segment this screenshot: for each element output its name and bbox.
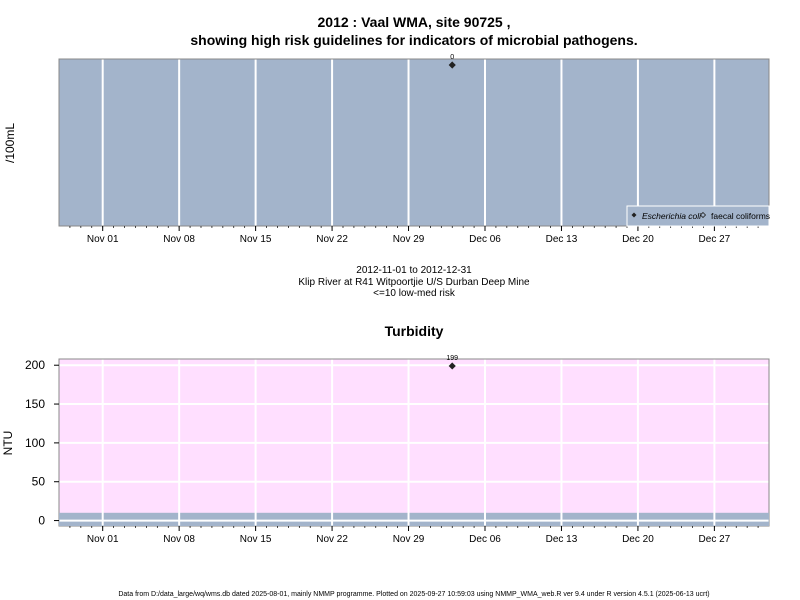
turbidity-x-ticks: Nov 01 Nov 08 Nov 15 Nov 22 Nov 29 Dec 06 Dec … — [87, 526, 731, 545]
footer-note: Data from D:/data_large/wq/wms.db dated … — [118, 591, 709, 598]
ecoli-point-label: 0 — [450, 54, 454, 61]
microbial-y-axis-label: /100mL — [3, 123, 17, 163]
y-tick-label: 50 — [32, 475, 46, 489]
x-tick-label: Nov 08 — [163, 234, 195, 245]
y-tick-label: 200 — [25, 358, 45, 372]
legend-box — [626, 205, 770, 227]
turbidity-panel: Turbidity Nov 01 Nov 08 Nov 15 Nov 22 Nov 29… — [1, 323, 770, 545]
microbial-panel: Nov 01 Nov 08 Nov 15 Nov 22 Nov 29 Dec 06 Dec … — [3, 54, 770, 245]
x-tick-label: Nov 08 — [163, 534, 195, 545]
chart-title-line2: showing high risk guidelines for indicat… — [190, 32, 637, 48]
y-tick-label: 0 — [38, 514, 45, 528]
x-tick-label: Nov 01 — [87, 234, 119, 245]
turbidity-y-axis-label: NTU — [1, 431, 15, 456]
x-tick-label: Nov 22 — [316, 234, 348, 245]
y-tick-label: 150 — [25, 397, 45, 411]
date-range-caption: 2012-11-01 to 2012-12-31 — [356, 265, 472, 276]
turbidity-title: Turbidity — [385, 323, 444, 339]
turbidity-point-label: 199 — [446, 355, 458, 362]
risk-note-caption: <=10 low-med risk — [373, 288, 456, 299]
low-risk-band — [59, 512, 769, 526]
turbidity-gridlines — [59, 359, 769, 526]
turbidity-point — [448, 362, 456, 370]
y-tick-label: 100 — [25, 436, 45, 450]
legend-faecal-marker — [699, 211, 707, 219]
x-tick-label: Dec 13 — [546, 534, 578, 545]
legend-faecal-label: faecal coliforms — [711, 211, 770, 221]
x-tick-label: Nov 22 — [316, 534, 348, 545]
legend-ecoli-marker — [631, 212, 637, 218]
ecoli-point — [448, 61, 456, 69]
microbial-legend: Escherichia coli faecal coliforms — [626, 205, 770, 227]
chart-title-line1: 2012 : Vaal WMA, site 90725 , — [318, 14, 511, 30]
site-name-caption: Klip River at R41 Witpoortjie U/S Durban… — [298, 277, 530, 288]
microbial-x-ticks: Nov 01 Nov 08 Nov 15 Nov 22 Nov 29 Dec 06 Dec … — [87, 226, 731, 245]
microbial-points: 0 — [448, 54, 456, 69]
x-tick-label: Dec 13 — [546, 234, 578, 245]
x-tick-label: Dec 06 — [469, 234, 501, 245]
x-tick-label: Nov 15 — [240, 534, 272, 545]
x-tick-label: Nov 15 — [240, 234, 272, 245]
x-tick-label: Nov 01 — [87, 534, 119, 545]
x-tick-label: Dec 06 — [469, 534, 501, 545]
x-tick-label: Dec 27 — [699, 534, 731, 545]
microbial-plot-area — [58, 58, 770, 227]
turbidity-points: 199 — [446, 355, 458, 370]
legend-ecoli-label: Escherichia coli — [642, 211, 702, 221]
microbial-gridlines — [101, 59, 716, 226]
x-tick-label: Dec 20 — [622, 534, 654, 545]
x-tick-label: Nov 29 — [393, 534, 425, 545]
x-tick-label: Dec 20 — [622, 234, 654, 245]
turbidity-y-ticks: 0 50 100 150 200 — [25, 358, 59, 528]
x-tick-label: Dec 27 — [699, 234, 731, 245]
x-tick-label: Nov 29 — [393, 234, 425, 245]
